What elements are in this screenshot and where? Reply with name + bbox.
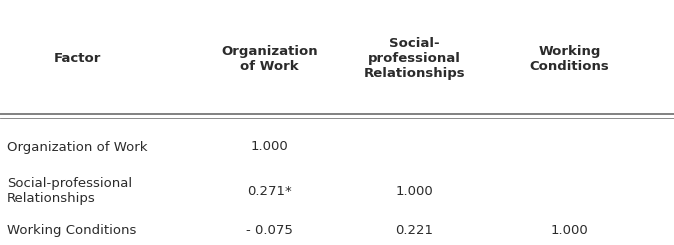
- Text: 0.221: 0.221: [396, 224, 433, 237]
- Text: Social-
professional
Relationships: Social- professional Relationships: [364, 37, 465, 80]
- Text: - 0.075: - 0.075: [246, 224, 293, 237]
- Text: Working
Conditions: Working Conditions: [530, 45, 609, 73]
- Text: Social-professional
Relationships: Social-professional Relationships: [7, 177, 132, 205]
- Text: Organization
of Work: Organization of Work: [221, 45, 318, 73]
- Text: 1.000: 1.000: [251, 140, 288, 154]
- Text: Factor: Factor: [54, 52, 101, 65]
- Text: 1.000: 1.000: [551, 224, 588, 237]
- Text: 0.271*: 0.271*: [247, 184, 292, 198]
- Text: Working Conditions: Working Conditions: [7, 224, 136, 237]
- Text: 1.000: 1.000: [396, 184, 433, 198]
- Text: Organization of Work: Organization of Work: [7, 140, 147, 154]
